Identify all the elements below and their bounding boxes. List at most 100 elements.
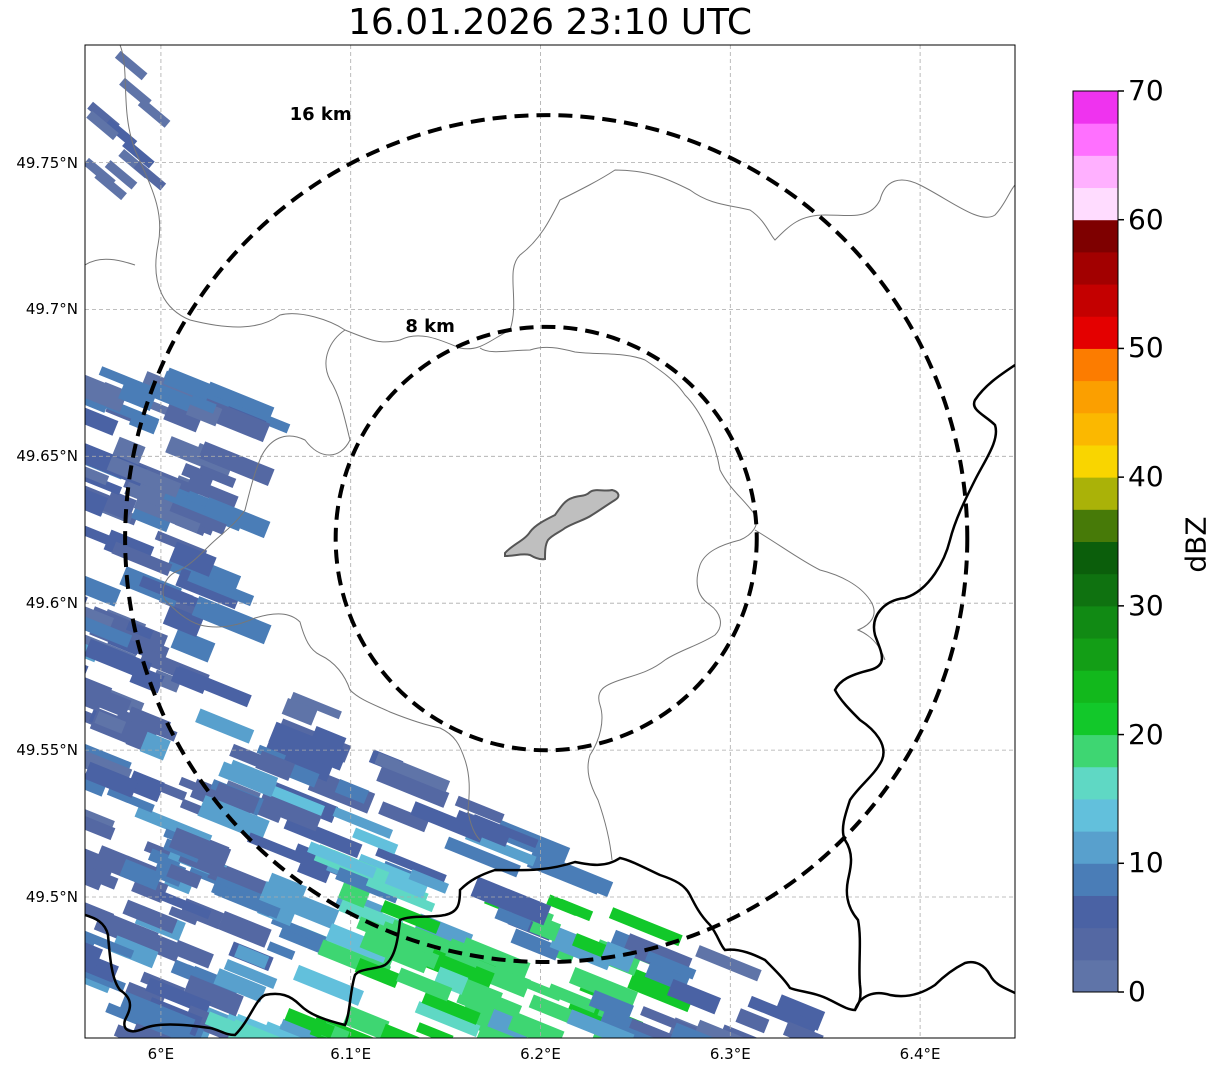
- radar-echo-cell: [120, 922, 183, 962]
- colorbar-swatch: [1073, 605, 1118, 639]
- region-boundaries: [85, 45, 1015, 861]
- radar-echo-cell: [206, 1050, 247, 1073]
- radar-echo-cell: [85, 402, 119, 436]
- radar-echo-cell: [262, 740, 333, 782]
- radar-echo-cell: [747, 995, 819, 1034]
- colorbar-swatch: [1073, 477, 1118, 510]
- colorbar-swatch: [1073, 895, 1118, 929]
- colorbar-swatch: [1073, 91, 1118, 124]
- radar-echo-cell: [85, 863, 119, 890]
- radar-echo-cell: [119, 858, 163, 891]
- radar-echo-cell: [412, 927, 467, 957]
- radar-echo-cell: [408, 869, 450, 894]
- radar-echo-cell: [168, 827, 232, 870]
- radar-echo-cell: [191, 596, 272, 645]
- ring-label: 16 km: [289, 104, 352, 126]
- radar-echo-cell: [163, 367, 229, 408]
- radar-echo-cell: [342, 1005, 390, 1038]
- plot-frame: [84, 44, 1016, 1039]
- colorbar-swatch: [1073, 798, 1118, 832]
- colorbar-swatch: [1073, 444, 1118, 478]
- colorbar-swatch: [1073, 927, 1118, 961]
- radar-echo-cell: [523, 978, 563, 1002]
- colorbar-swatch: [1073, 155, 1118, 189]
- radar-echo-cell: [181, 462, 215, 487]
- radar-echo-cell: [85, 695, 101, 727]
- radar-echo-cell: [217, 910, 272, 948]
- radar-echo-cell: [138, 575, 194, 607]
- radar-echo-cell: [166, 863, 203, 889]
- colorbar-swatch: [1073, 863, 1118, 896]
- radar-echo-cell: [290, 691, 342, 720]
- radar-echo-cell: [377, 1023, 456, 1038]
- radar-echo-cell: [58, 1056, 128, 1073]
- radar-echo-cell: [85, 889, 115, 926]
- radar-echo-cell: [352, 827, 399, 855]
- colorbar-swatch: [1073, 348, 1118, 382]
- radar-echo-cell: [468, 1043, 512, 1071]
- radar-echo-cell: [375, 847, 447, 884]
- radar-echo-cell: [85, 835, 117, 880]
- radar-echo-cell: [554, 861, 614, 897]
- colorbar-swatch: [1073, 284, 1118, 317]
- radar-echo-cell: [85, 651, 89, 676]
- radar-echo-cell: [174, 666, 252, 708]
- ring-label: 8 km: [405, 315, 455, 337]
- border-luxembourg-germany: [833, 363, 1015, 1011]
- colorbar-tick-label: 0: [1128, 975, 1146, 1008]
- radar-echo-cell: [695, 945, 762, 982]
- radar-echo-cell: [354, 958, 401, 989]
- radar-echo-cell: [110, 935, 159, 969]
- radar-echo-cell: [246, 832, 311, 866]
- radar-echo-cell: [206, 381, 275, 419]
- radar-echo-cell: [118, 991, 196, 1038]
- radar-echo-cell: [94, 711, 127, 734]
- admin-boundary-east: [479, 346, 886, 861]
- radar-echo-cell: [337, 881, 371, 909]
- colorbar-swatch: [1073, 509, 1118, 542]
- colorbar-swatch: [1073, 251, 1118, 285]
- colorbar-swatch: [1073, 316, 1118, 349]
- radar-echo-cell: [410, 801, 486, 843]
- radar-echo-cell: [255, 750, 296, 782]
- radar-echo-cell: [85, 870, 102, 891]
- radar-echo-cell: [85, 930, 103, 968]
- colorbar-swatch: [1073, 541, 1118, 575]
- radar-echo-cell: [470, 876, 552, 926]
- radar-echo-cell: [334, 778, 370, 804]
- radar-echo-cell: [85, 925, 135, 959]
- lat-tick-label: 49.65°N: [16, 447, 78, 466]
- radar-echo-cell: [782, 1055, 832, 1073]
- radar-echo-cell: [76, 1046, 122, 1073]
- radar-echo-cell: [311, 726, 347, 751]
- radar-echo-cell: [163, 400, 204, 433]
- radar-echo-layer: [40, 50, 853, 1073]
- radar-echo-cell: [44, 794, 76, 817]
- radar-echo-cell: [325, 923, 390, 964]
- radar-echo-cell: [182, 975, 244, 1017]
- range-ring: [333, 324, 759, 753]
- lon-tick-label: 6.2°E: [520, 1045, 561, 1063]
- radar-echo-cell: [85, 638, 153, 681]
- colorbar-label: dBZ: [1179, 516, 1207, 573]
- radar-echo-cell: [307, 841, 377, 879]
- colorbar-tick-label: 50: [1128, 331, 1164, 365]
- radar-echo-cell: [172, 939, 214, 969]
- radar-echo-cell: [111, 541, 173, 576]
- colorbar-frame: [1072, 90, 1119, 993]
- radar-echo-cell: [618, 1054, 678, 1073]
- lat-tick-label: 49.7°N: [25, 300, 78, 319]
- radar-echo-cell: [454, 795, 505, 824]
- radar-echo-cell: [85, 666, 113, 698]
- radar-echo-cell: [257, 787, 324, 832]
- radar-echo-cell: [40, 944, 79, 974]
- radar-echo-cell: [444, 836, 521, 878]
- radar-echo-cell: [162, 605, 204, 638]
- colorbar-swatch: [1073, 219, 1118, 253]
- radar-echo-cell: [122, 139, 155, 169]
- radar-echo-cell: [284, 1008, 335, 1038]
- map-title: 16.01.2026 23:10 UTC: [347, 2, 753, 43]
- radar-echo-cell: [85, 374, 128, 413]
- luxembourg-city-outline: [504, 488, 620, 561]
- colorbar-tick-label: 30: [1128, 588, 1164, 622]
